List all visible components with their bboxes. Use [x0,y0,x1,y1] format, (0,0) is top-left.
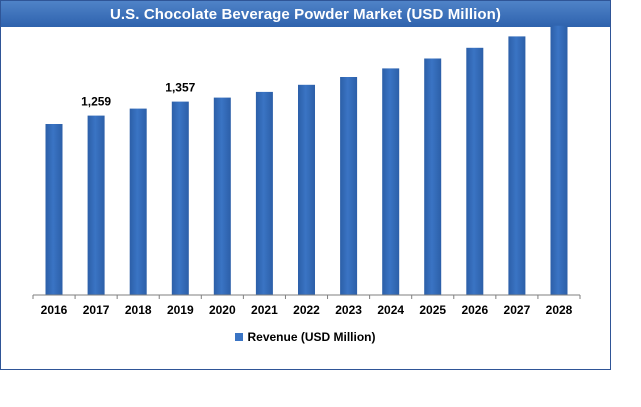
x-tick-label: 2026 [461,303,488,317]
bar-2021 [255,91,273,296]
bar-2027 [508,36,526,296]
bar-2023 [340,77,358,295]
bar-2016 [45,124,63,295]
bar-2018 [129,108,147,295]
x-tick-label: 2024 [377,303,404,317]
x-tick-label: 2022 [293,303,320,317]
x-tick-label: 2023 [335,303,362,317]
x-tick-label: 2019 [167,303,194,317]
x-tick-label: 2027 [504,303,531,317]
bar-2022 [298,84,315,295]
bar-2024 [382,68,400,296]
bar-2017 [87,115,105,295]
legend-swatch [235,333,244,341]
x-tick-label: 2025 [419,303,446,317]
bar-2026 [466,47,484,295]
bar-2019 [171,101,189,295]
x-tick-label: 2028 [546,303,573,317]
x-tick-label: 2018 [125,303,152,317]
x-tick-label: 2021 [251,303,278,317]
data-label-2019: 1,357 [165,81,195,95]
chart-title: U.S. Chocolate Beverage Powder Market (U… [109,5,501,23]
x-tick-label: 2020 [209,303,236,317]
data-label-2017: 1,259 [81,95,111,109]
legend: Revenue (USD Million) [0,330,611,344]
x-tick-label: 2017 [83,303,110,317]
legend-label: Revenue (USD Million) [247,330,376,344]
title-bar: U.S. Chocolate Beverage Powder Market (U… [1,1,610,27]
chart-plot: 2016 2017 2018 2019 2020 2021 2022 2023 2024 2025… [32,25,581,317]
bar-2020 [213,97,231,295]
bar-2028 [550,25,568,295]
bar-2025 [424,58,442,295]
x-tick-label: 2016 [41,303,68,317]
